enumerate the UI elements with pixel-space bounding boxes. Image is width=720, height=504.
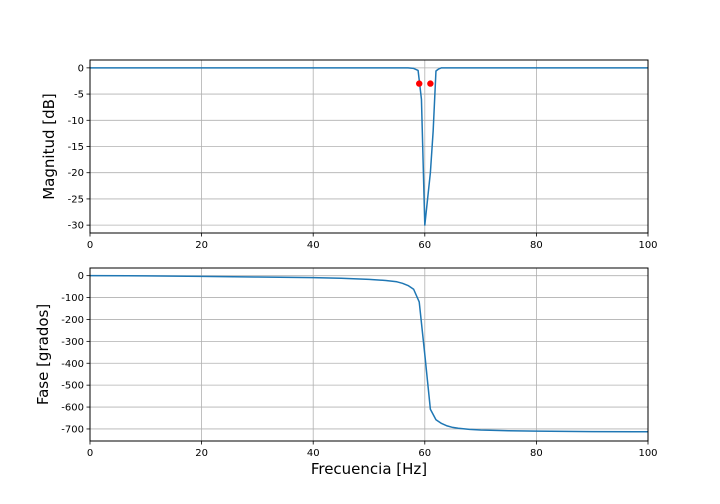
magnitude-ytick-label: -20 [68,168,84,179]
magnitude-xtick-label: 0 [87,240,93,251]
magnitude-ytick-label: -30 [68,221,84,232]
phase-xtick-label: 100 [638,448,657,459]
magnitude-xtick-label: 80 [530,240,543,251]
phase-axes-frame [89,267,649,442]
phase-ytick-label: 0 [78,271,84,282]
magnitude-ticks: 0 20 40 60 80 100 0 -5 -10 -15 -20 -25 -30 [68,63,658,251]
phase-ylabel: Fase [grados] [34,304,52,405]
magnitude-xtick-label: 100 [638,240,657,251]
magnitude-grid [89,60,649,233]
phase-xlabel: Frecuencia [Hz] [311,460,427,478]
magnitude-xtick-label: 60 [418,240,431,251]
phase-ytick-label: -400 [61,359,84,370]
magnitude-subplot: 0 20 40 60 80 100 0 -5 -10 -15 -20 -25 -30 Magnitud … [40,59,658,251]
phase-xtick-label: 0 [87,448,93,459]
magnitude-ytick-label: -5 [74,90,84,101]
phase-ytick-label: -100 [61,293,84,304]
magnitude-ytick-label: -10 [68,116,84,127]
phase-subplot: 0 20 40 60 80 100 0 -100 -200 -300 -400 -500 -600 -70… [34,267,658,478]
phase-ytick-label: -500 [61,381,84,392]
phase-xtick-label: 40 [307,448,320,459]
magnitude-ytick-label: -25 [68,194,84,205]
magnitude-ytick-label: -15 [68,142,84,153]
magnitude-series [90,67,648,226]
magnitude-cutoff-marker [427,80,434,87]
magnitude-ylabel: Magnitud [dB] [40,93,58,200]
phase-ytick-label: -700 [61,424,84,435]
phase-grid [89,268,649,441]
magnitude-markers [416,80,434,87]
phase-xtick-label: 80 [530,448,543,459]
phase-series [89,274,649,433]
magnitude-line [90,67,648,226]
phase-ticks: 0 20 40 60 80 100 0 -100 -200 -300 -400 -500 -600 -70… [61,271,657,459]
phase-line [89,274,649,433]
magnitude-cutoff-marker [416,80,423,87]
phase-xtick-label: 20 [195,448,208,459]
magnitude-ytick-label: 0 [78,63,84,74]
magnitude-xtick-label: 40 [307,240,320,251]
phase-ytick-label: -300 [61,337,84,348]
magnitude-xtick-label: 20 [195,240,208,251]
phase-ytick-label: -600 [61,403,84,414]
phase-ytick-label: -200 [61,315,84,326]
phase-xtick-label: 60 [418,448,431,459]
